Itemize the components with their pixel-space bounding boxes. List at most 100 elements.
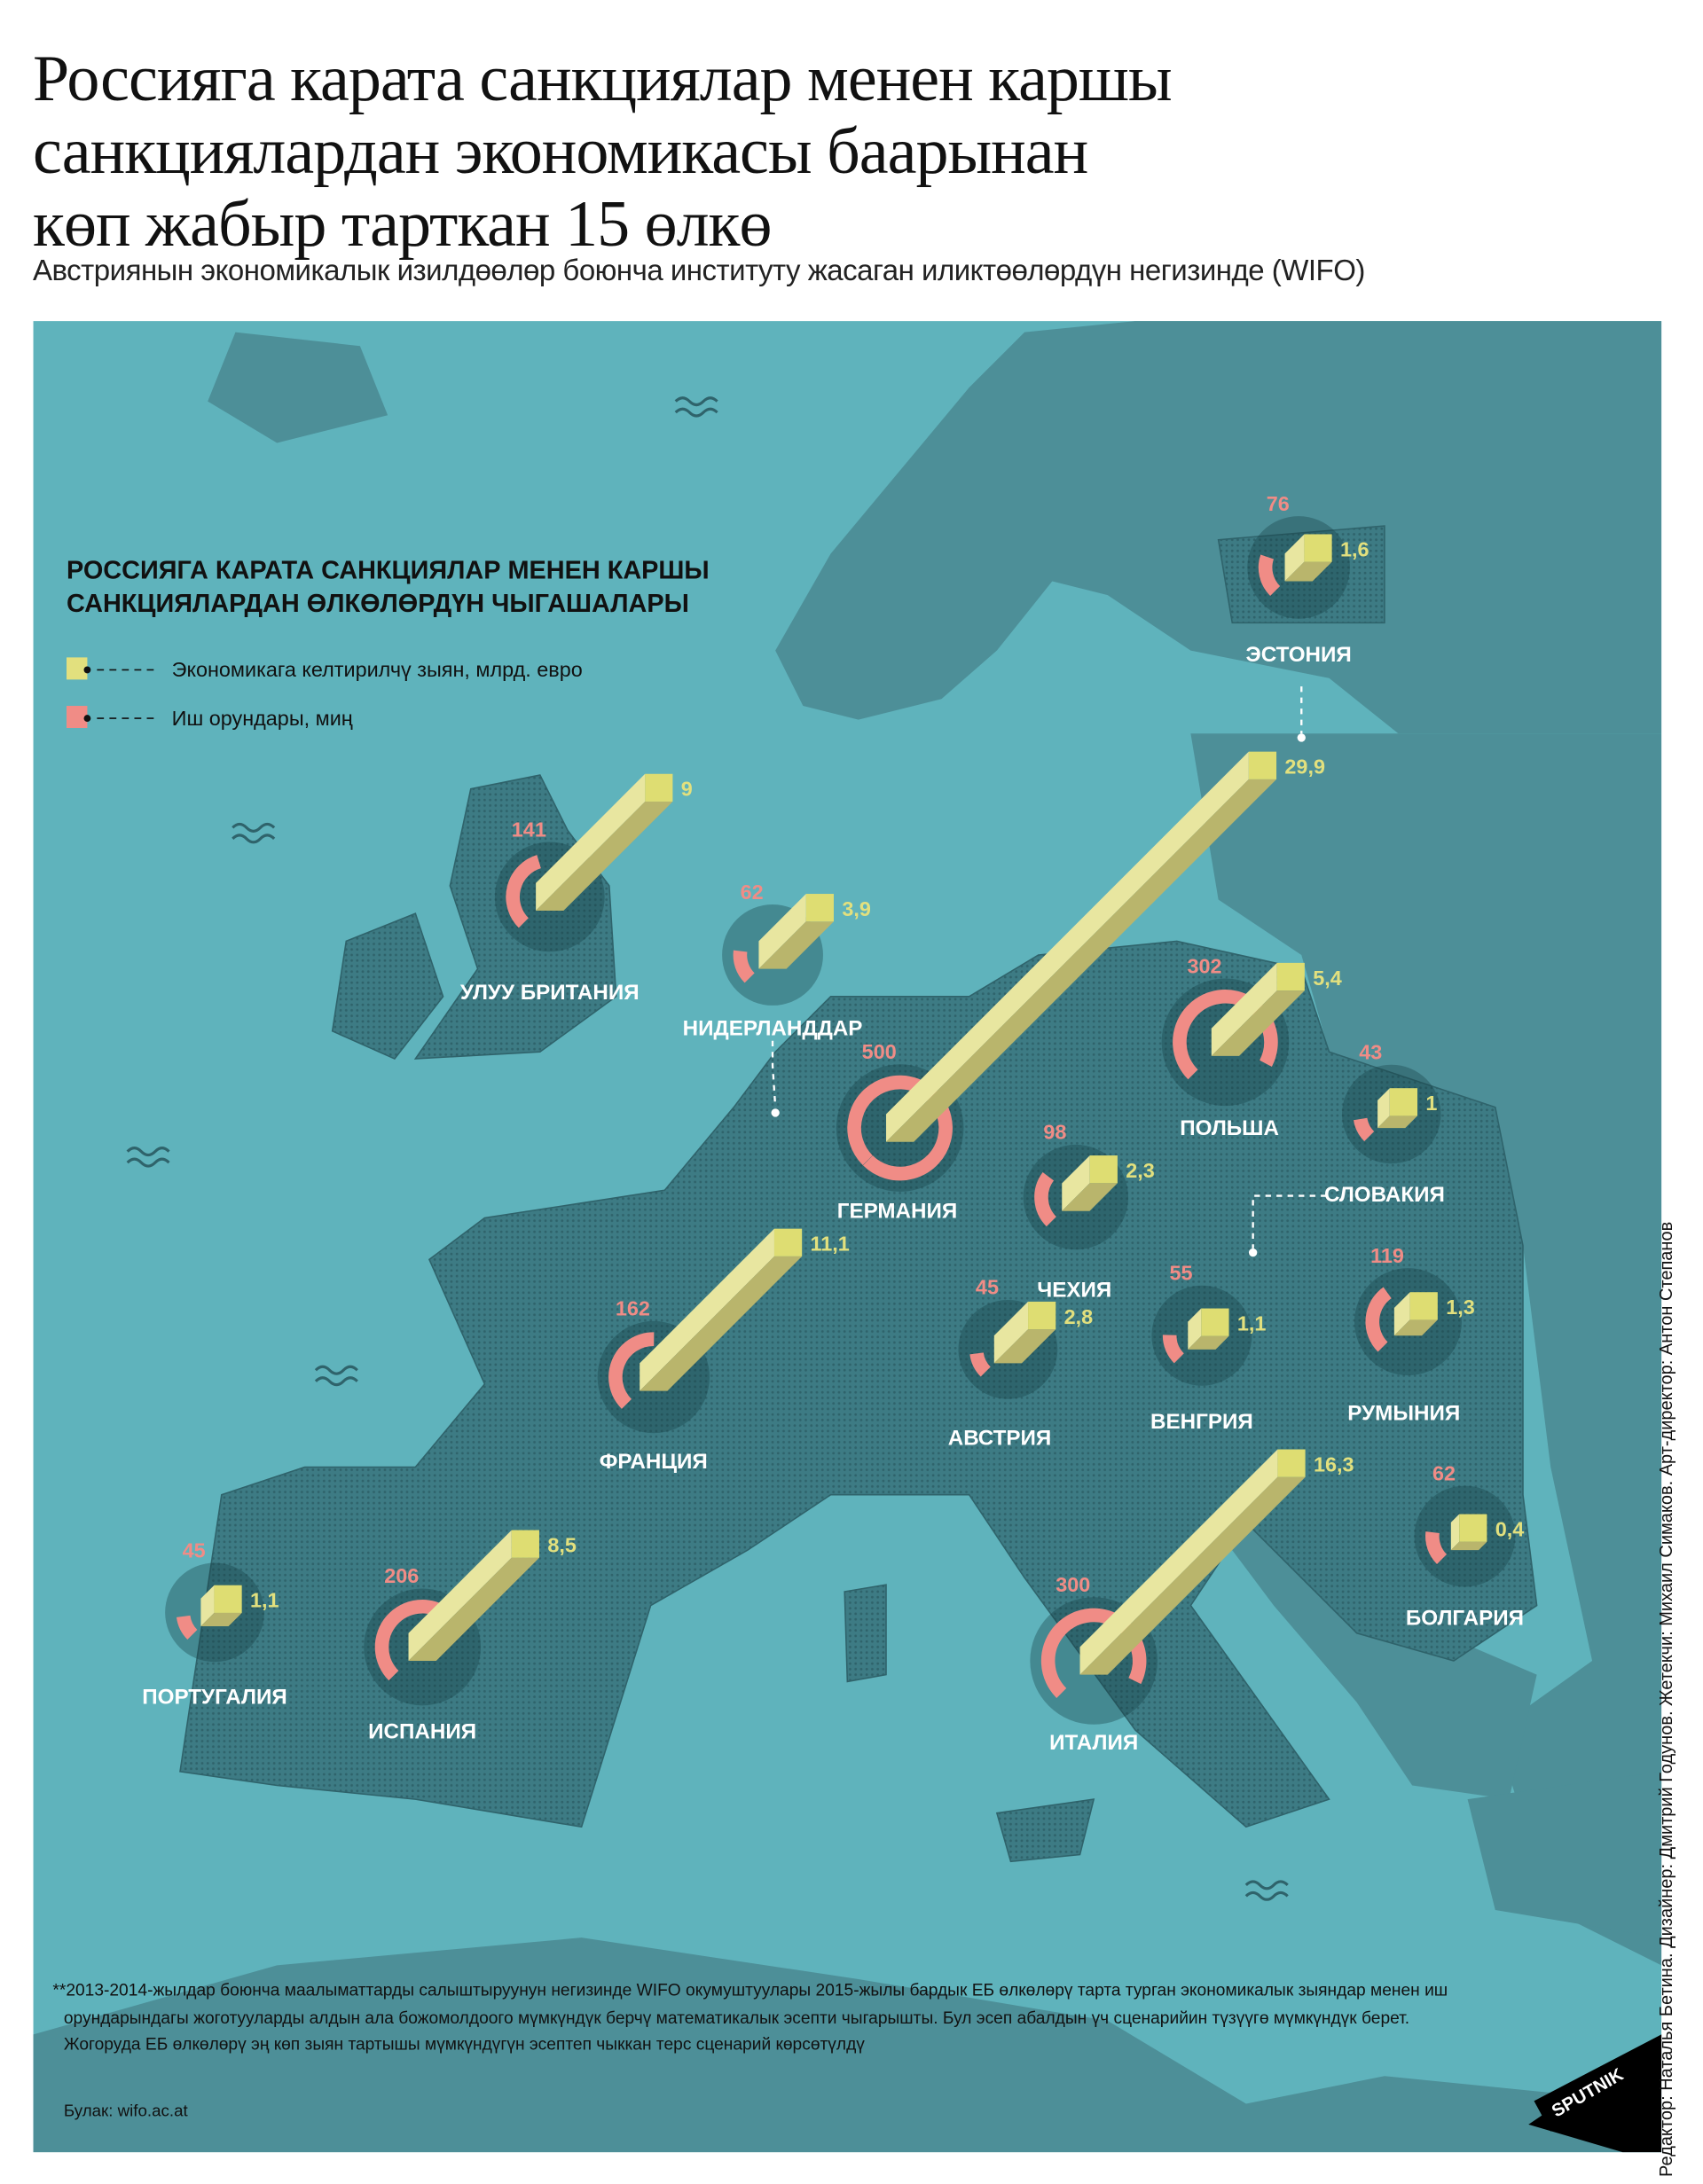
footnote-line: **2013-2014-жылдар боюнча маалыматтарды … [52, 1982, 1448, 2000]
legend-label-jobs: Иш орундары, миң [172, 707, 353, 730]
jobs-value: 98 [1043, 1121, 1066, 1144]
economy-value: 2,3 [1126, 1159, 1155, 1182]
country-label: ЭСТОНИЯ [1246, 643, 1352, 667]
title-line: санкциялардан экономикасы баарынан [33, 115, 1088, 188]
jobs-arc [1173, 990, 1278, 1080]
economy-bar-head [1459, 1514, 1487, 1542]
country-13: 1,1 45 ПОРТУГАЛИЯ [142, 1538, 287, 1709]
economy-bar-face [1450, 1514, 1460, 1551]
north-africa [33, 1937, 1662, 2153]
economy-value: 2,8 [1064, 1305, 1094, 1328]
economy-bar-side [640, 1256, 803, 1391]
economy-bar-side [1079, 1476, 1306, 1675]
economy-bar-face [1284, 534, 1305, 582]
economy-value: 3,9 [842, 897, 871, 920]
economy-bar-face [1079, 1449, 1278, 1675]
economy-bar-face [536, 773, 646, 912]
economy-value: 8,5 [547, 1534, 577, 1557]
economy-bar-head [645, 773, 673, 802]
sicily [995, 1798, 1095, 1863]
country-label: УЛУУ БРИТАНИЯ [460, 981, 640, 1005]
economy-bar-head [773, 1228, 803, 1256]
country-15: 16,3 300 ИТАЛИЯ [1030, 1449, 1354, 1755]
footnote-line: Жогоруда ЕБ өлкөлөрү эң көп зыян тартышы… [64, 2036, 865, 2055]
country-7: 2,3 98 ЧЕХИЯ [1023, 1121, 1155, 1303]
economy-value: 9 [681, 778, 693, 801]
legend-title: РОССИЯГА КАРАТА САНКЦИЯЛАР МЕНЕН КАРШЫ [67, 556, 710, 584]
country-3: 3,9 62 НИДЕРЛАНДДАР [683, 881, 871, 1041]
economy-value: 1,3 [1446, 1296, 1475, 1319]
jobs-value: 500 [862, 1040, 897, 1063]
jobs-arc [506, 855, 542, 928]
slovakia-leader [1252, 1194, 1327, 1249]
leader-dot [771, 1108, 780, 1117]
eastern-europe [1190, 733, 1662, 1966]
country-5: 5,4 302 ПОЛЬША [1161, 954, 1342, 1140]
country-label: РУМЫНИЯ [1347, 1401, 1460, 1425]
country-14: 8,5 206 ИСПАНИЯ [364, 1530, 577, 1743]
jobs-value: 62 [1432, 1461, 1456, 1484]
country-6: 1 43 СЛОВАКИЯ [1324, 1040, 1445, 1206]
wave-icon [126, 1147, 170, 1168]
economy-bar-face [1377, 1088, 1390, 1129]
economy-value: 0,4 [1495, 1518, 1525, 1541]
wave-icon [314, 1365, 358, 1387]
netherlands-leader [771, 1040, 777, 1108]
country-label: ЧЕХИЯ [1037, 1279, 1111, 1303]
economy-bar-side [886, 779, 1277, 1142]
legend-label-economy: Экономикага келтирилчү зыян, млрд. евро [172, 658, 583, 681]
title-line: Россияга карата санкциялар менен каршы [33, 43, 1173, 115]
jobs-value: 62 [741, 881, 764, 904]
economy-bar-head [1201, 1308, 1229, 1336]
legend-bullet [83, 715, 91, 722]
jobs-arc [1365, 1287, 1393, 1352]
economy-value: 1 [1425, 1092, 1437, 1115]
country-label: ВЕНГРИЯ [1150, 1410, 1253, 1434]
wave-icon [1244, 1880, 1289, 1901]
land-non-eu [33, 321, 1662, 2153]
economy-bar-head [1248, 751, 1277, 779]
country-label: ГЕРМАНИЯ [837, 1200, 958, 1224]
balkans [1190, 1494, 1537, 1800]
jobs-arc [608, 1332, 655, 1409]
economy-bar-face [200, 1585, 215, 1626]
country-label: ПОЛЬША [1180, 1116, 1279, 1140]
legend-swatch-jobs [67, 706, 88, 728]
economy-bar-face [993, 1301, 1029, 1364]
economy-bar-side [993, 1329, 1056, 1364]
economy-bar-head [1028, 1301, 1056, 1330]
country-8: 2,8 45 АВСТРИЯ [948, 1276, 1093, 1451]
footnote: **2013-2014-жылдар боюнча маалыматтарды … [52, 1982, 1448, 2120]
country-label: ПОРТУГАЛИЯ [142, 1685, 287, 1709]
jobs-arc [1162, 1335, 1185, 1364]
leader-dot [1297, 733, 1306, 742]
jobs-value: 300 [1056, 1573, 1090, 1596]
country-label: ИТАЛИЯ [1049, 1731, 1138, 1755]
legend-swatch-economy [67, 657, 88, 680]
sardinia [844, 1584, 887, 1683]
economy-bar-side [200, 1612, 242, 1626]
jobs-value: 206 [384, 1564, 419, 1587]
jobs-value: 45 [183, 1538, 206, 1562]
country-11: 11,1 162 ФРАНЦИЯ [597, 1228, 850, 1474]
economy-value: 1,1 [250, 1589, 279, 1612]
country-label: ФРАНЦИЯ [600, 1450, 708, 1474]
economy-bar-head [1276, 962, 1305, 991]
economy-bar-side [758, 921, 834, 969]
economy-bar-side [1393, 1319, 1438, 1336]
credits: Редактор: Наталья Бетина. Дизайнер: Дмит… [1657, 1221, 1676, 2177]
economy-bar-head [1409, 1292, 1438, 1320]
footnote-line: орундарындагы жоготууларды алдын ала бож… [64, 2009, 1409, 2028]
jobs-arc [176, 1615, 198, 1640]
jobs-arc [374, 1599, 451, 1681]
title-line: көп жабыр тарткан 15 өлкө [33, 188, 773, 261]
legend-bullet [83, 666, 91, 674]
jobs-value: 43 [1359, 1040, 1382, 1063]
legend-title: САНКЦИЯЛАРДАН ӨЛКӨЛӨРДҮН ЧЫГАШАЛАРЫ [67, 590, 689, 618]
ireland [331, 912, 444, 1061]
country-2: 9 141 УЛУУ БРИТАНИЯ [460, 773, 693, 1005]
wave-icon [674, 396, 718, 418]
iceland [208, 332, 388, 443]
country-label: БОЛГАРИЯ [1406, 1606, 1524, 1630]
